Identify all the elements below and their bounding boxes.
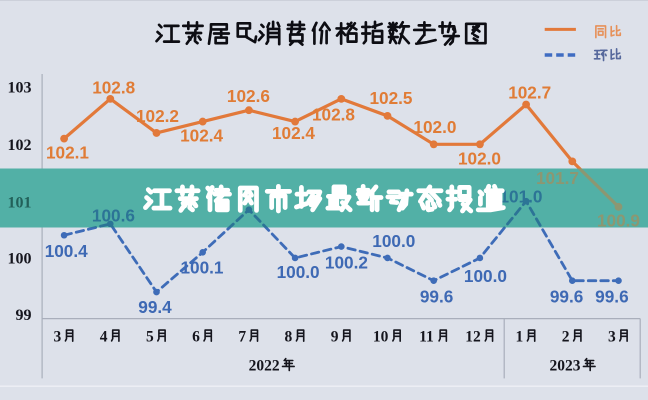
svg-text:4: 4: [100, 329, 108, 346]
svg-text:102.0: 102.0: [458, 149, 501, 169]
svg-text:102.5: 102.5: [369, 88, 412, 108]
svg-text:12: 12: [465, 329, 481, 346]
svg-text:11: 11: [419, 329, 434, 346]
svg-text:8: 8: [285, 329, 293, 346]
svg-text:102.8: 102.8: [312, 104, 355, 124]
svg-text:101.0: 101.0: [499, 187, 542, 207]
svg-text:102.8: 102.8: [92, 78, 135, 98]
svg-text:100.1: 100.1: [180, 258, 223, 278]
svg-text:100: 100: [8, 251, 32, 268]
svg-text:7: 7: [238, 329, 246, 346]
svg-text:99.6: 99.6: [420, 287, 453, 307]
svg-text:2022: 2022: [249, 357, 280, 374]
svg-text:102.1: 102.1: [46, 143, 89, 163]
svg-text:6: 6: [192, 329, 200, 346]
svg-text:102.4: 102.4: [180, 126, 223, 146]
svg-text:102.6: 102.6: [227, 86, 270, 106]
svg-text:3: 3: [608, 329, 616, 346]
svg-text:103: 103: [8, 80, 32, 97]
svg-text:102.0: 102.0: [413, 117, 456, 137]
svg-text:100.0: 100.0: [464, 266, 507, 286]
svg-text:2: 2: [562, 329, 570, 346]
svg-text:99.6: 99.6: [595, 287, 628, 307]
svg-text:100.4: 100.4: [45, 241, 88, 261]
svg-text:99.4: 99.4: [138, 297, 172, 317]
svg-text:1: 1: [516, 329, 524, 346]
svg-text:2023: 2023: [550, 357, 581, 374]
svg-text:102.2: 102.2: [136, 106, 179, 126]
svg-text:102: 102: [8, 137, 32, 154]
svg-text:100.9: 100.9: [597, 210, 640, 230]
svg-text:5: 5: [146, 329, 154, 346]
svg-text:10: 10: [373, 329, 389, 346]
svg-text:102.7: 102.7: [508, 82, 551, 102]
svg-text:102.4: 102.4: [272, 123, 315, 143]
svg-text:99.6: 99.6: [550, 287, 583, 307]
svg-text:100.0: 100.0: [372, 231, 415, 251]
svg-text:101.7: 101.7: [536, 168, 579, 188]
svg-text:100.0: 100.0: [277, 262, 320, 282]
svg-text:9: 9: [331, 329, 339, 346]
svg-text:100.2: 100.2: [325, 252, 368, 272]
svg-text:3: 3: [54, 329, 62, 346]
svg-text:101: 101: [8, 194, 32, 211]
svg-text:99: 99: [16, 307, 32, 324]
svg-text:100.6: 100.6: [92, 206, 135, 226]
